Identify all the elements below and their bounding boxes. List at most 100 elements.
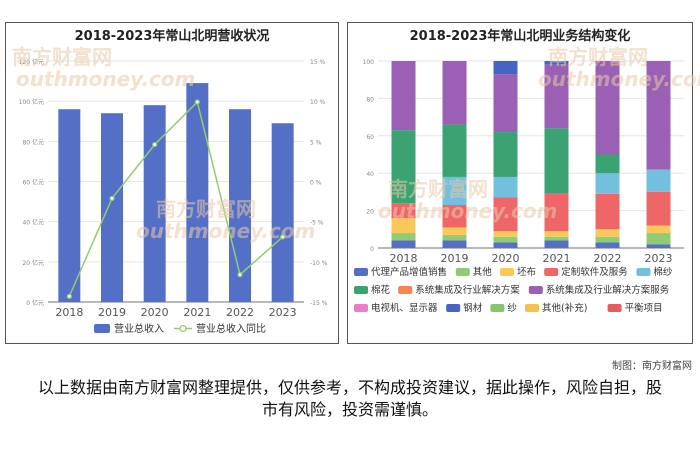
- y-tick-label: 60: [366, 134, 374, 141]
- revenue-bar: [101, 113, 123, 302]
- x-tick-label: 2023: [645, 252, 673, 265]
- yoy-point: [109, 195, 115, 201]
- revenue-bar: [186, 83, 209, 302]
- stacked-segment: [646, 233, 671, 245]
- yoy-point: [280, 234, 286, 240]
- legend-swatch: [398, 286, 413, 294]
- legend-swatch: [636, 268, 651, 276]
- stacked-segment: [391, 203, 416, 219]
- legend-swatch: [528, 286, 543, 294]
- legend-label: 钢材: [463, 302, 483, 314]
- stacked-segment: [493, 197, 518, 232]
- stacked-segment: [391, 130, 416, 204]
- stacked-segment: [442, 176, 467, 205]
- y-left-tick-label: 0 亿元: [26, 299, 44, 307]
- revenue-chart: 0 亿元 20 亿元 40 亿元 60 亿元 80 亿元 100 亿元 120 亿元 -15 …: [19, 58, 328, 335]
- legend-label: 代理产品增值销售: [371, 266, 447, 278]
- legend-swatch: [446, 304, 461, 312]
- y-tick-label: 80: [366, 96, 374, 103]
- y-left-tick-label: 120 亿元: [19, 58, 44, 66]
- stacked-segment: [391, 233, 416, 241]
- stacked-segment: [646, 225, 671, 234]
- legend-label: 电视机、显示器: [371, 302, 438, 314]
- stacked-segment: [493, 242, 518, 248]
- x-tick-label: 2018: [390, 252, 418, 265]
- x-tick-label: 2023: [269, 306, 297, 319]
- x-tick-label: 2018: [55, 306, 83, 319]
- stacked-segment: [595, 229, 620, 237]
- stacked-segment: [493, 231, 518, 237]
- y-right-tick-label: -10 %: [310, 260, 328, 267]
- stacked-segment: [442, 227, 467, 235]
- y-right-tick-label: -15 %: [310, 300, 328, 307]
- x-tick-label: 2019: [441, 252, 469, 265]
- stacked-segment: [544, 236, 569, 241]
- stacked-segment: [595, 154, 620, 174]
- legend-swatch: [354, 304, 368, 312]
- revenue-bar: [143, 105, 166, 302]
- yoy-point: [66, 293, 72, 299]
- legend-swatch: [354, 286, 368, 294]
- legend-swatch: [500, 268, 514, 276]
- y-right-tick-label: 0 %: [310, 180, 322, 187]
- legend-label: 其他: [473, 266, 493, 278]
- stacked-segment: [442, 124, 467, 177]
- stacked-segment: [595, 193, 620, 230]
- structure-chart-panel: 2018-2023年常山北明业务结构变化 0 20 40 60 80 100 2018 201…: [347, 22, 700, 344]
- y-left-tick-label: 80 亿元: [22, 138, 44, 146]
- yoy-point: [194, 99, 200, 105]
- legend-label: 棉纱: [653, 266, 673, 278]
- stacked-segment: [595, 242, 620, 248]
- stacked-segment: [595, 61, 620, 155]
- x-tick-label: 2021: [183, 306, 211, 319]
- y-tick-label: 40: [366, 171, 374, 178]
- x-tick-label: 2019: [98, 306, 126, 319]
- stacked-segment: [442, 234, 467, 241]
- chart-credit: 制图：南方财富网: [612, 361, 692, 372]
- legend-swatch: [179, 324, 187, 333]
- yoy-point: [152, 141, 158, 148]
- legend-swatch: [354, 268, 368, 276]
- stacked-segment: [646, 191, 671, 226]
- y-tick-label: 100: [363, 59, 375, 66]
- x-tick-label: 2021: [543, 252, 571, 265]
- stacked-segment: [544, 193, 569, 232]
- legend-swatch: [525, 304, 539, 312]
- structure-chart: 0 20 40 60 80 100 2018 2019 2020 2021 2022 2023 代理产品…: [354, 59, 684, 314]
- stacked-segment: [595, 236, 620, 243]
- stacked-segment: [544, 64, 569, 129]
- legend-label: 其他(补充): [542, 302, 587, 314]
- x-tick-label: 2020: [492, 252, 520, 265]
- y-left-tick-label: 100 亿元: [19, 98, 44, 106]
- stacked-segment: [544, 61, 569, 65]
- y-tick-label: 0: [370, 246, 374, 253]
- disclaimer-text: 以上数据由南方财富网整理提供，仅供参考，不构成投资建议，据此操作，风险自担，股市…: [37, 378, 662, 419]
- yoy-point: [237, 272, 243, 278]
- legend-label: 营业总收入同比: [196, 322, 266, 335]
- stacked-segment: [493, 61, 518, 75]
- legend-label: 棉花: [371, 284, 391, 296]
- stacked-segment: [391, 240, 416, 248]
- stacked-segment: [442, 61, 467, 125]
- stacked-segment: [493, 74, 518, 133]
- stacked-segment: [646, 169, 671, 192]
- stacked-segment: [646, 61, 671, 170]
- legend-swatch: [607, 304, 622, 312]
- x-tick-label: 2022: [226, 306, 254, 319]
- stacked-segment: [544, 240, 569, 248]
- revenue-chart-title: 2018-2023年常山北明营收状况: [74, 29, 270, 44]
- legend-swatch: [94, 324, 110, 333]
- stacked-segment: [442, 204, 467, 228]
- stacked-segment: [595, 173, 620, 194]
- x-tick-label: 2022: [594, 252, 622, 265]
- revenue-bar: [58, 109, 81, 302]
- stacked-segment: [391, 61, 416, 131]
- legend-swatch: [490, 304, 505, 312]
- legend-label: 定制软件及服务: [561, 266, 628, 278]
- stacked-segment: [391, 218, 416, 234]
- y-left-tick-label: 60 亿元: [22, 179, 44, 187]
- y-left-tick-label: 40 亿元: [22, 219, 44, 227]
- yoy-line: [68, 100, 284, 297]
- y-tick-label: 20: [366, 209, 374, 216]
- legend-label: 坯布: [517, 266, 536, 278]
